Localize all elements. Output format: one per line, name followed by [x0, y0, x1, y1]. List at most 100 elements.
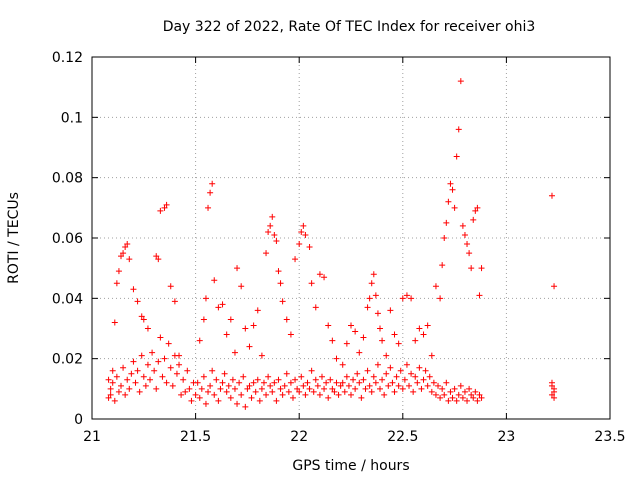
data-point: [219, 379, 226, 386]
data-point: [435, 382, 442, 389]
data-point: [439, 385, 446, 392]
data-point: [468, 391, 475, 398]
data-point: [221, 370, 228, 377]
data-point: [391, 331, 398, 338]
data-point: [188, 397, 195, 404]
data-point: [399, 295, 406, 302]
data-point: [374, 361, 381, 368]
x-axis-label: GPS time / hours: [292, 458, 409, 474]
data-point: [207, 189, 214, 196]
data-point: [192, 391, 199, 398]
data-point: [412, 373, 419, 380]
data-point: [372, 292, 379, 299]
data-point: [200, 373, 207, 380]
data-point: [447, 180, 454, 187]
y-tick-labels: 0 0.02 0.04 0.06 0.08 0.1 0.12: [52, 50, 83, 428]
data-point: [182, 388, 189, 395]
data-point: [219, 301, 226, 308]
data-point: [350, 376, 357, 383]
data-point: [269, 213, 276, 220]
data-point: [163, 201, 170, 208]
data-point: [134, 367, 141, 374]
data-point: [437, 394, 444, 401]
data-point: [136, 388, 143, 395]
data-point: [352, 385, 359, 392]
data-point: [548, 391, 555, 398]
data-point: [381, 391, 388, 398]
data-point: [443, 219, 450, 226]
y-tick-label: 0.08: [52, 171, 83, 187]
data-point: [327, 376, 334, 383]
data-point: [260, 379, 267, 386]
data-point: [254, 307, 261, 314]
data-point: [314, 382, 321, 389]
data-point: [441, 391, 448, 398]
data-point: [466, 250, 473, 257]
chart-title: Day 322 of 2022, Rate Of TEC Index for r…: [163, 19, 536, 35]
data-point: [329, 337, 336, 344]
data-point: [111, 319, 118, 326]
data-point: [445, 198, 452, 205]
data-point: [548, 192, 555, 199]
data-point: [447, 388, 454, 395]
data-point: [238, 283, 245, 290]
data-point: [476, 292, 483, 299]
data-point: [126, 385, 133, 392]
data-point: [161, 355, 168, 362]
x-tick-label: 22.5: [387, 429, 418, 445]
data-point: [341, 388, 348, 395]
data-point: [231, 385, 238, 392]
data-point: [466, 385, 473, 392]
data-point: [238, 391, 245, 398]
data-point: [120, 250, 127, 257]
data-point: [153, 385, 160, 392]
data-point: [325, 322, 332, 329]
data-point: [269, 388, 276, 395]
data-point: [115, 268, 122, 275]
data-point: [115, 388, 122, 395]
data-point: [360, 334, 367, 341]
data-point: [432, 283, 439, 290]
data-point: [372, 379, 379, 386]
data-point: [248, 394, 255, 401]
data-point: [213, 376, 220, 383]
data-point: [109, 379, 116, 386]
data-point: [283, 370, 290, 377]
data-point: [316, 271, 323, 278]
data-point: [159, 373, 166, 380]
data-point: [374, 310, 381, 317]
data-point: [387, 364, 394, 371]
data-point: [401, 376, 408, 383]
data-point: [416, 325, 423, 332]
data-point: [240, 373, 247, 380]
data-point: [445, 397, 452, 404]
data-point: [109, 367, 116, 374]
data-point: [279, 391, 286, 398]
data-point: [225, 382, 232, 389]
data-point: [155, 256, 162, 263]
axis-ticks: [91, 56, 611, 420]
data-point: [304, 379, 311, 386]
data-point: [294, 385, 301, 392]
data-point: [329, 385, 336, 392]
data-point: [348, 391, 354, 398]
data-point: [163, 379, 170, 386]
data-point: [335, 391, 342, 398]
x-tick-label: 21.5: [180, 429, 211, 445]
data-point: [200, 316, 207, 323]
data-point: [186, 385, 193, 392]
data-point: [408, 295, 415, 302]
data-point: [107, 385, 114, 392]
data-point: [234, 265, 241, 272]
data-point: [242, 403, 249, 410]
data-point: [323, 379, 330, 386]
data-point: [432, 391, 439, 398]
data-point: [470, 394, 477, 401]
data-point: [178, 391, 185, 398]
data-point: [229, 376, 236, 383]
data-point: [472, 207, 479, 214]
data-point: [202, 400, 209, 407]
data-point: [420, 376, 427, 383]
data-point: [472, 388, 479, 395]
